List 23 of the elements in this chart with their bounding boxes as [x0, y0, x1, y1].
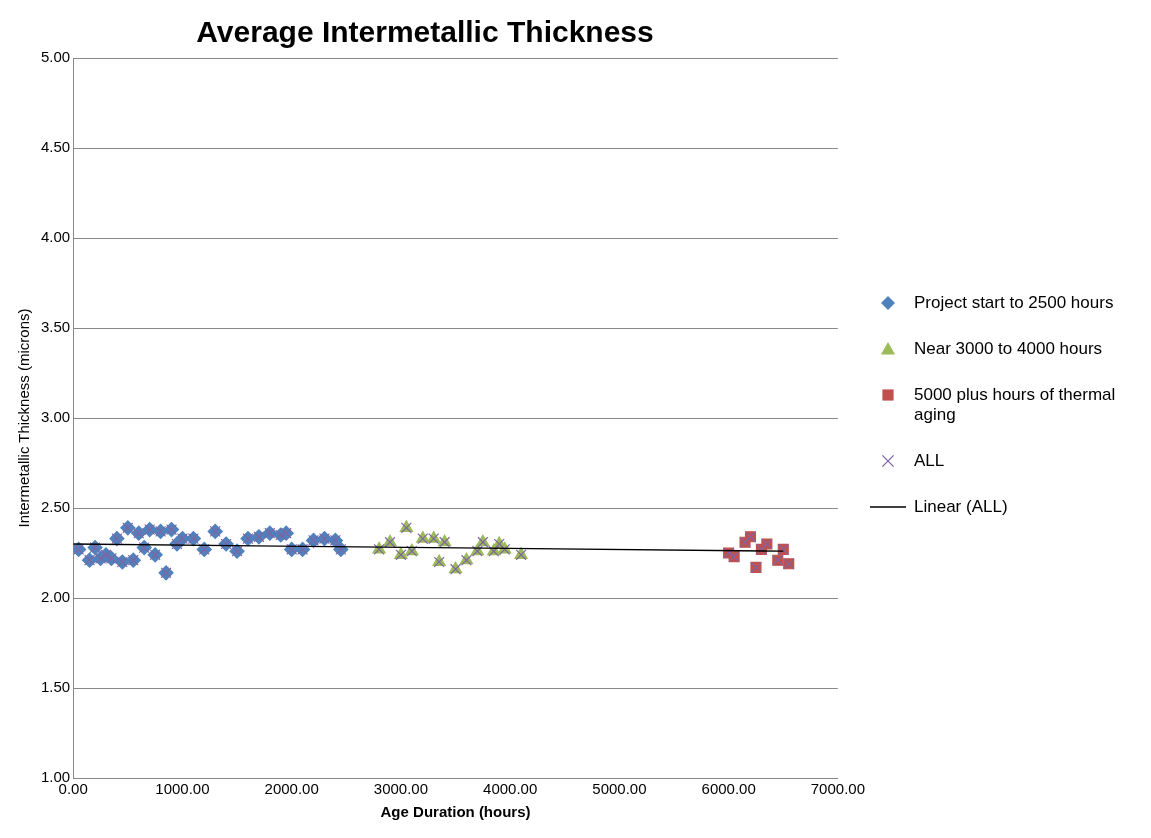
legend-label: Linear (ALL): [914, 497, 1008, 517]
y-tick-label: 1.50: [40, 678, 71, 696]
y-tick-label: 5.00: [40, 48, 71, 66]
legend-label: ALL: [914, 451, 945, 471]
y-tick-label: 3.50: [40, 318, 71, 336]
x-tick-label: 3000.00: [373, 780, 429, 798]
legend-label: Near 3000 to 4000 hours: [914, 339, 1103, 359]
x-tick-label: 5000.00: [592, 780, 647, 798]
y-tick-label: 2.50: [40, 498, 71, 516]
chart-title: Average Intermetallic Thickness: [196, 15, 654, 49]
x-tick-label: 7000.00: [810, 780, 866, 798]
y-tick-label: 2.00: [40, 588, 71, 606]
legend-label: Project start to 2500 hours: [914, 293, 1114, 313]
x-tick-label: 6000.00: [701, 780, 756, 798]
x-tick-label: 4000.00: [483, 780, 538, 798]
x-axis-title: Age Duration (hours): [380, 803, 531, 821]
x-tick-label: 2000.00: [264, 780, 319, 798]
x-tick-label: 1000.00: [155, 780, 210, 798]
y-axis-title: Intermetallic Thickness (microns): [15, 308, 33, 528]
y-tick-label: 4.50: [40, 138, 71, 156]
legend-label: 5000 plus hours of thermal aging: [914, 385, 1117, 425]
y-tick-label: 4.00: [40, 228, 71, 246]
y-tick-label: 3.00: [40, 408, 71, 426]
